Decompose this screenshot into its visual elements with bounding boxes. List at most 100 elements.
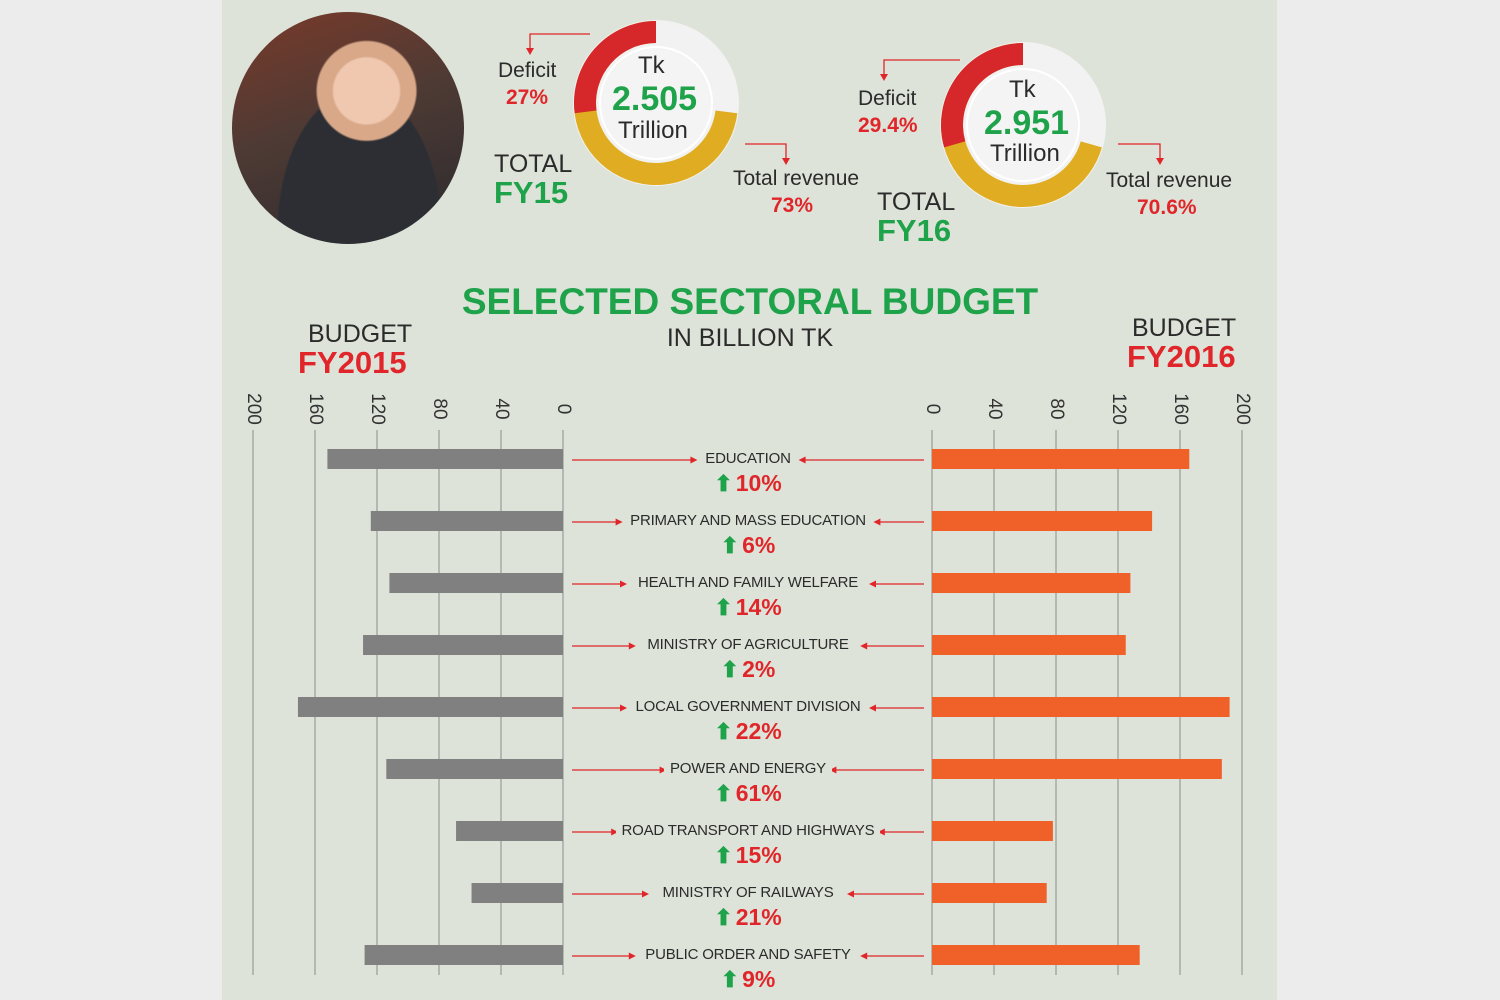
- change-percent-value: 6%: [742, 532, 776, 558]
- bar-fy2015: [389, 573, 563, 593]
- category-label: EDUCATION: [573, 450, 923, 467]
- change-percent-value: 22%: [735, 718, 782, 744]
- category-label-text: MINISTRY OF AGRICULTURE: [641, 636, 855, 653]
- right-pointer-head: [860, 952, 868, 960]
- donut2-total-label: TOTAL: [877, 188, 956, 216]
- change-percent-value: 9%: [742, 966, 776, 992]
- right-pointer-head: [847, 890, 854, 898]
- bar-fy2016: [932, 759, 1222, 779]
- change-percent: ⬆ 9%: [573, 966, 923, 993]
- bar-fy2016: [932, 883, 1047, 903]
- donut-charts: [526, 20, 1164, 208]
- donut1-value: 2.505: [612, 80, 698, 118]
- donut2-deficit-pct: 29.4%: [858, 114, 918, 137]
- donut-center: [599, 46, 713, 160]
- donut2-value: 2.951: [984, 104, 1070, 142]
- deficit-arrow-line: [883, 59, 960, 78]
- change-percent-value: 2%: [742, 656, 776, 682]
- change-percent: ⬆ 14%: [573, 594, 923, 621]
- right-pointer-head: [829, 766, 837, 774]
- deficit-arrow-line: [529, 33, 590, 52]
- right-pointer-head: [873, 518, 881, 526]
- up-arrow-icon: ⬆: [720, 967, 740, 992]
- bar-fy2016: [932, 697, 1230, 717]
- bar-fy2015: [456, 821, 563, 841]
- donut-center: [966, 68, 1080, 182]
- right-axis-tick-label: 120: [1108, 393, 1129, 425]
- left-pointer-head: [628, 952, 636, 960]
- donut2-revenue-pct: 70.6%: [1137, 196, 1197, 219]
- change-percent: ⬆ 6%: [573, 532, 923, 559]
- change-percent: ⬆ 15%: [573, 842, 923, 869]
- right-axis-tick-label: 80: [1046, 398, 1067, 420]
- right-pointer-head: [869, 580, 876, 588]
- revenue-arrow-line: [1118, 143, 1161, 162]
- left-pointer-head: [620, 704, 627, 712]
- up-arrow-icon: ⬆: [714, 781, 733, 806]
- category-label-text: MINISTRY OF RAILWAYS: [656, 884, 840, 901]
- chart-title: SELECTED SECTORAL BUDGET: [461, 281, 1039, 322]
- change-percent-value: 14%: [735, 594, 782, 620]
- category-label: ROAD TRANSPORT AND HIGHWAYS: [573, 822, 923, 839]
- donut1-total-label: TOTAL: [494, 150, 573, 178]
- up-arrow-icon: ⬆: [720, 657, 740, 682]
- left-pointer-head: [659, 766, 667, 774]
- right-axis-tick-label: 0: [922, 403, 943, 415]
- change-percent-value: 10%: [735, 470, 782, 496]
- donut1-revenue-label: Total revenue: [733, 167, 860, 190]
- up-arrow-icon: ⬆: [720, 533, 740, 558]
- bar-fy2016: [932, 573, 1131, 593]
- bar-fy2016: [932, 945, 1140, 965]
- change-percent: ⬆ 21%: [573, 904, 923, 931]
- finance-minister-photo: [232, 12, 464, 244]
- change-percent: ⬆ 22%: [573, 718, 923, 745]
- category-label: LOCAL GOVERNMENT DIVISION: [573, 698, 923, 715]
- change-percent: ⬆ 2%: [573, 656, 923, 683]
- revenue-arrow-head: [782, 158, 790, 165]
- category-label-text: LOCAL GOVERNMENT DIVISION: [629, 698, 867, 715]
- bar-fy2015: [386, 759, 563, 779]
- bar-fy2015: [327, 449, 563, 469]
- donut2-currency: Tk: [1009, 76, 1036, 103]
- left-axis-tick-label: 0: [553, 403, 574, 415]
- change-percent: ⬆ 61%: [573, 780, 923, 807]
- category-label-text: EDUCATION: [699, 450, 797, 467]
- revenue-arrow-line: [745, 143, 787, 162]
- bar-fy2015: [364, 945, 563, 965]
- category-label: PUBLIC ORDER AND SAFETY: [573, 946, 923, 963]
- right-axis-tick-label: 40: [984, 398, 1005, 420]
- donut2-fy-label: FY16: [877, 213, 952, 248]
- bar-fy2016: [932, 511, 1153, 531]
- category-label: HEALTH AND FAMILY WELFARE: [573, 574, 923, 591]
- category-label: POWER AND ENERGY: [573, 760, 923, 777]
- right-pointer-head: [860, 642, 868, 650]
- category-label-text: PUBLIC ORDER AND SAFETY: [639, 946, 857, 963]
- left-pointer-head: [620, 580, 627, 588]
- donut1-deficit-pct: 27%: [506, 86, 549, 109]
- up-arrow-icon: ⬆: [714, 905, 733, 930]
- up-arrow-icon: ⬆: [714, 595, 733, 620]
- left-axis-tick-label: 120: [367, 393, 388, 425]
- donut1-fy-label: FY15: [494, 175, 569, 210]
- donut2-unit: Trillion: [990, 140, 1060, 167]
- deficit-arrow-head: [880, 74, 888, 81]
- left-pointer-head: [690, 456, 698, 464]
- bar-fy2015: [363, 635, 563, 655]
- category-label-text: ROAD TRANSPORT AND HIGHWAYS: [615, 822, 881, 839]
- left-pointer-head: [615, 518, 623, 526]
- up-arrow-icon: ⬆: [714, 471, 733, 496]
- right-axis-tick-label: 200: [1232, 393, 1253, 425]
- left-budget-label: BUDGET: [308, 320, 413, 348]
- left-axis-tick-label: 80: [429, 398, 450, 420]
- donut1-deficit-label: Deficit: [498, 59, 557, 82]
- right-axis-tick-label: 160: [1170, 393, 1191, 425]
- left-pointer-head: [611, 828, 619, 836]
- right-pointer-head: [877, 828, 885, 836]
- revenue-arrow-head: [1156, 158, 1164, 165]
- category-label-text: HEALTH AND FAMILY WELFARE: [631, 574, 865, 591]
- bar-fy2016: [932, 821, 1053, 841]
- donut-deficit-slice: [941, 43, 1024, 148]
- category-label: MINISTRY OF RAILWAYS: [573, 884, 923, 901]
- donut2-revenue-label: Total revenue: [1106, 169, 1233, 192]
